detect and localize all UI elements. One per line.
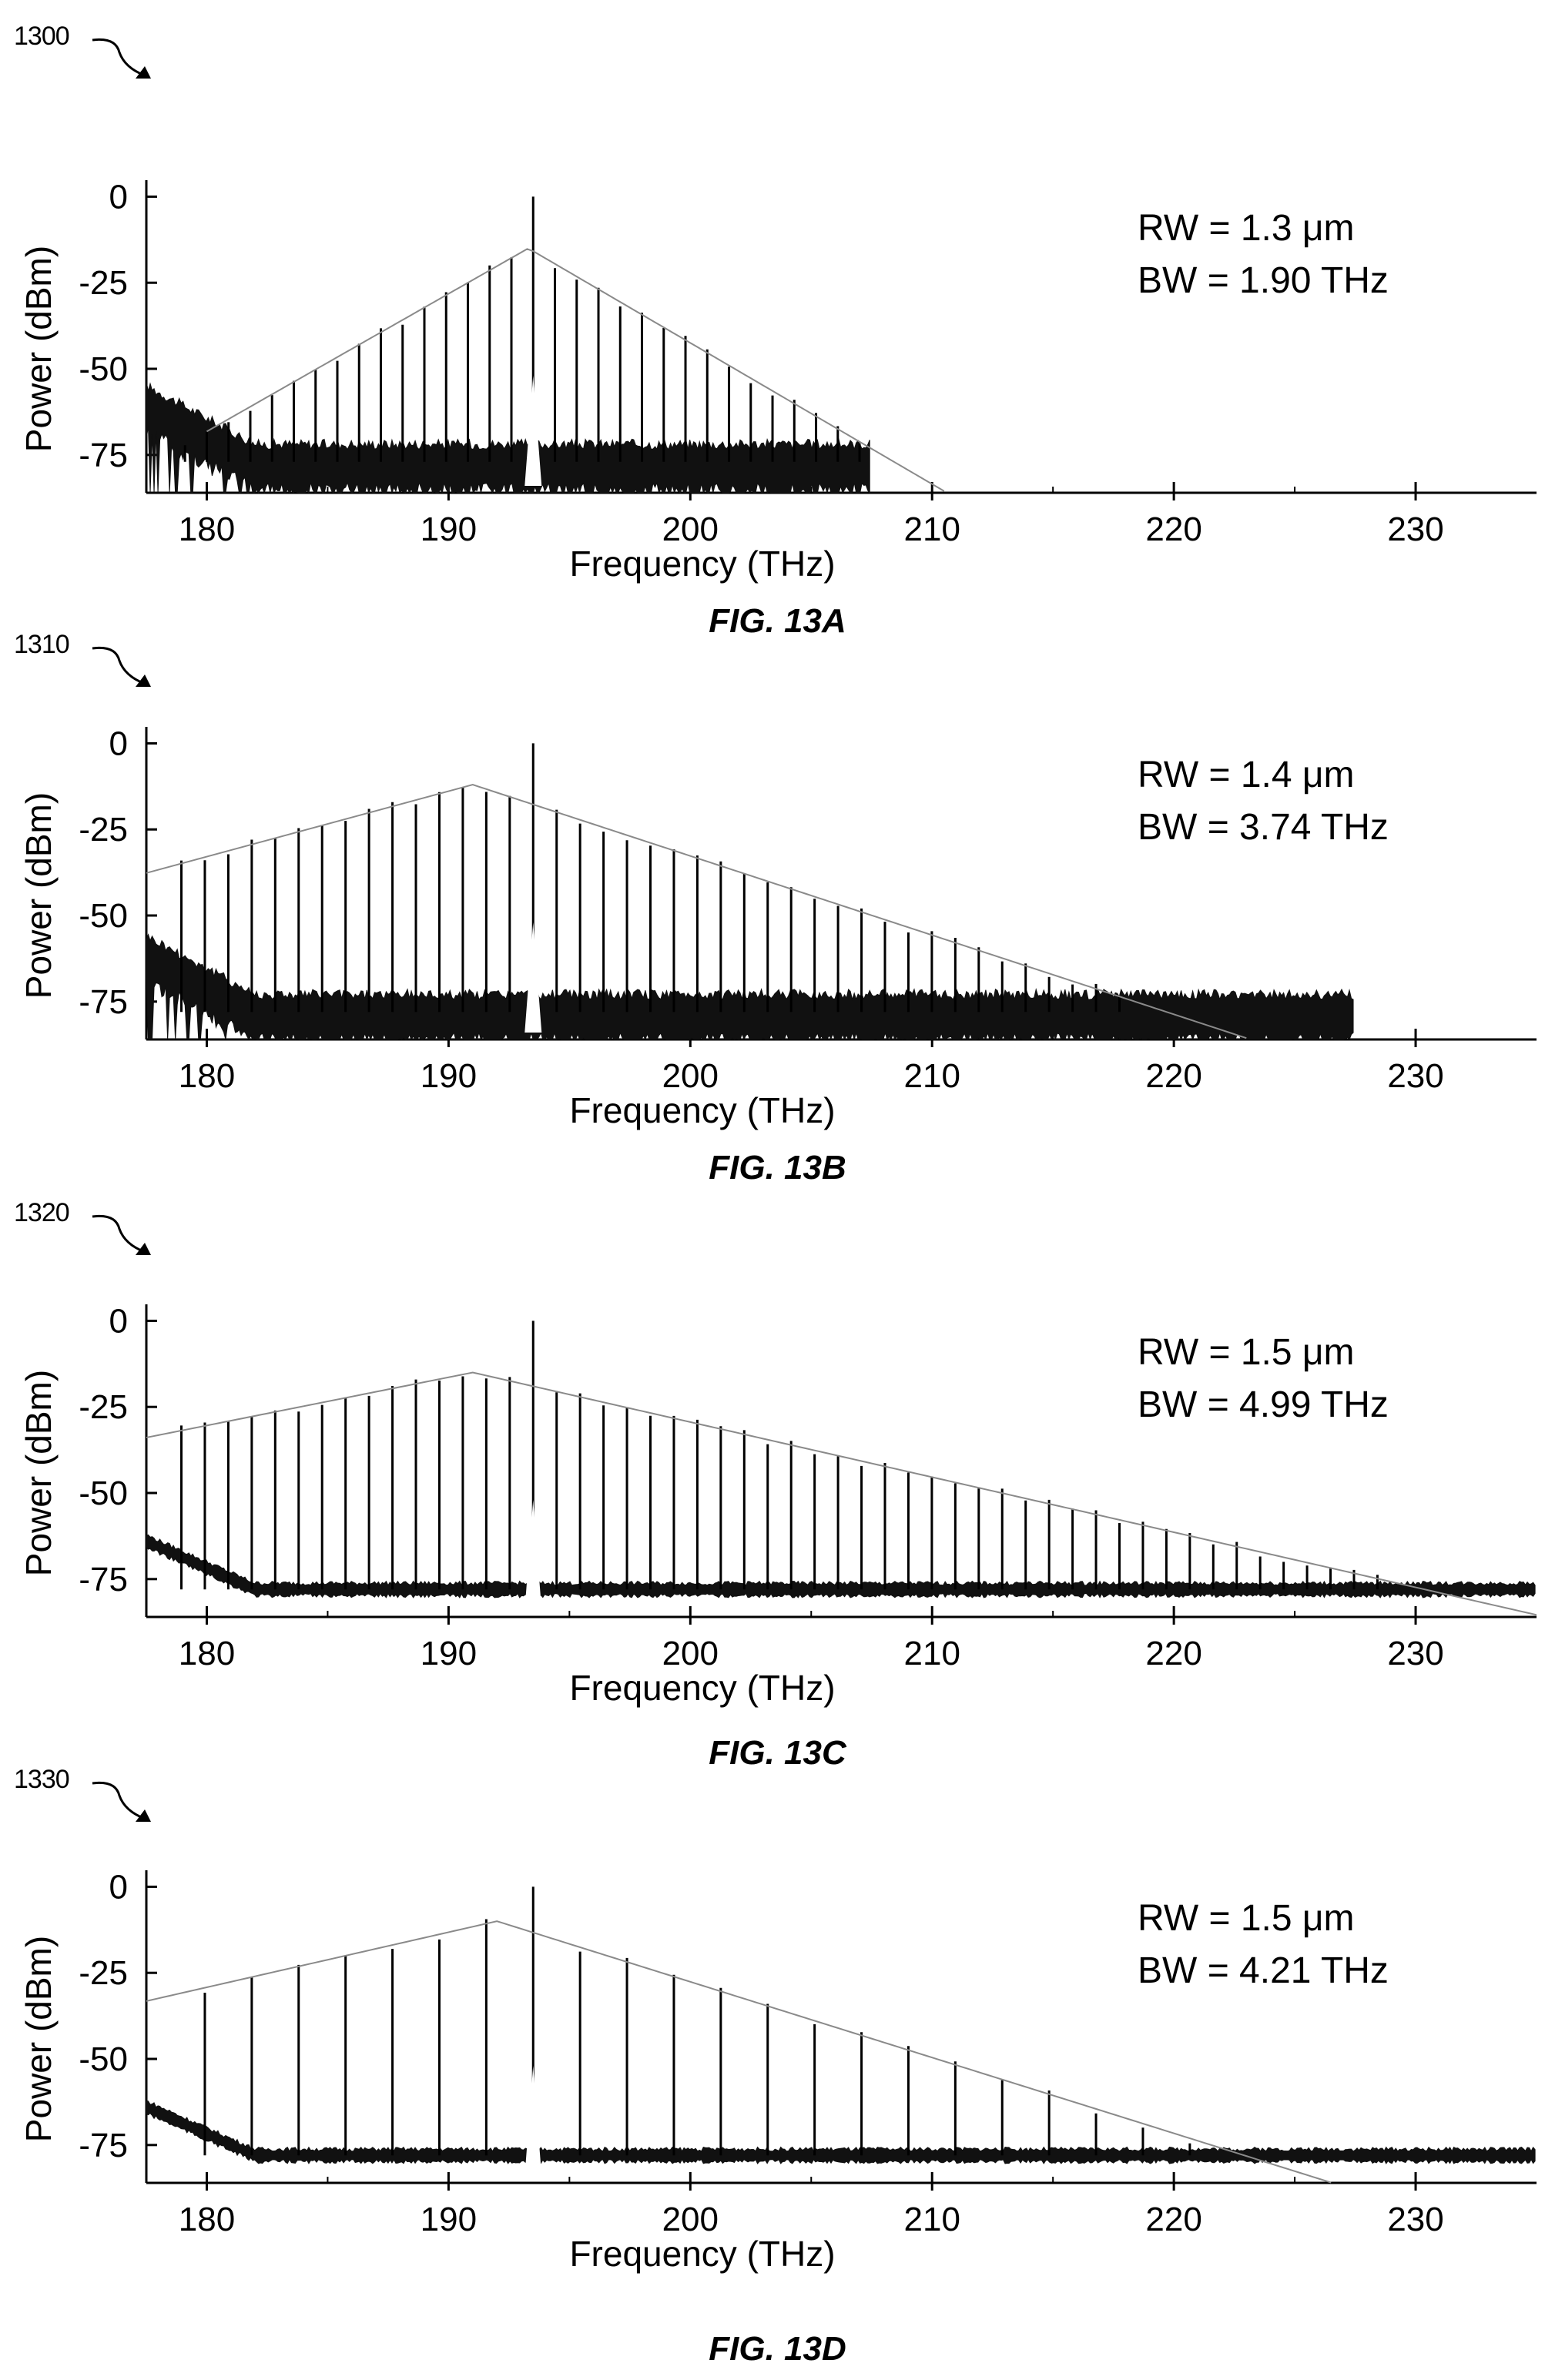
- x-axis-title: Frequency (THz): [569, 2234, 835, 2274]
- y-tick-label: 0: [109, 1302, 128, 1340]
- envelope-fit-curve: [146, 1371, 1537, 1616]
- comb-lines: [180, 787, 1121, 1013]
- x-tick-label: 230: [1387, 1057, 1443, 1095]
- chart-panel: 0 -25 -50 -75 180 190 200 210 220 230 Frequency (T…: [0, 1294, 1555, 1771]
- ridge-width-annotation: RW = 1.3 μm: [1138, 208, 1355, 249]
- y-tick-label: -50: [79, 1475, 128, 1512]
- x-tick-label: 200: [662, 1057, 719, 1095]
- x-tick-label: 220: [1145, 510, 1201, 548]
- chart-panel: 0 -25 -50 -75 180 190 200 210 220 230 Frequency (T…: [0, 716, 1555, 1193]
- x-tick-label: 200: [662, 1635, 719, 1672]
- x-tick-label: 230: [1387, 2201, 1443, 2238]
- figure-ref-number: 1300: [14, 22, 70, 51]
- x-tick-label: 210: [904, 1057, 960, 1095]
- spectrum-chart: 0 -25 -50 -75 180 190 200 210 220 230 Frequency (T…: [18, 178, 1537, 584]
- y-tick-label: -75: [79, 983, 128, 1021]
- figure-caption: FIG. 13D: [709, 2330, 846, 2368]
- leader-arrow-icon: [92, 1781, 151, 1822]
- x-axis-title: Frequency (THz): [569, 1090, 835, 1130]
- spectrum-chart: 0 -25 -50 -75 180 190 200 210 220 230 Frequency (T…: [18, 725, 1537, 1130]
- figure-caption: FIG. 13B: [709, 1149, 846, 1187]
- noise-band: [146, 933, 1354, 1041]
- x-tick-label: 180: [179, 2201, 235, 2238]
- pump-notch: [524, 375, 542, 487]
- figure-ref-number: 1330: [14, 1765, 70, 1794]
- x-tick-label: 190: [421, 2201, 477, 2238]
- noise-floor-trace: [146, 2100, 1536, 2164]
- x-tick-label: 200: [662, 510, 719, 548]
- y-tick-label: -75: [79, 437, 128, 474]
- y-tick-label: -25: [79, 811, 128, 849]
- x-axis-title: Frequency (THz): [569, 1668, 835, 1708]
- noise-band: [146, 2100, 1536, 2164]
- x-tick-label: 220: [1145, 1057, 1201, 1095]
- leader-arrow-icon: [92, 1214, 151, 1255]
- y-tick-label: -25: [79, 1954, 128, 1992]
- figure-ref-number: 1310: [14, 630, 70, 659]
- chart-panel: 0 -25 -50 -75 180 190 200 210 220 230 Frequency (T…: [0, 1859, 1555, 2337]
- y-axis-title: Power (dBm): [18, 246, 59, 452]
- envelope-fit-curve: [206, 248, 945, 492]
- y-tick-label: -75: [79, 2127, 128, 2164]
- pump-notch: [524, 922, 542, 1033]
- y-tick-label: -50: [79, 350, 128, 388]
- x-tick-label: 190: [421, 510, 477, 548]
- figure-caption: FIG. 13C: [709, 1734, 846, 1772]
- pump-notch: [524, 2065, 542, 2177]
- envelope-fit-curve: [146, 1920, 1332, 2184]
- pump-notch: [524, 1499, 542, 1611]
- x-tick-label: 220: [1145, 2201, 1201, 2238]
- noise-band: [146, 1534, 1536, 1598]
- spectrum-chart: 0 -25 -50 -75 180 190 200 210 220 230 Frequency (T…: [18, 1302, 1537, 1708]
- noise-floor-trace: [146, 1534, 1536, 1598]
- x-tick-label: 180: [179, 510, 235, 548]
- figure-caption: FIG. 13A: [709, 602, 846, 640]
- bandwidth-annotation: BW = 4.99 THz: [1138, 1384, 1389, 1425]
- noise-floor-trace: [146, 933, 1354, 1041]
- x-tick-label: 210: [904, 2201, 960, 2238]
- x-tick-label: 210: [904, 1635, 960, 1672]
- x-tick-label: 180: [179, 1635, 235, 1672]
- y-axis-title: Power (dBm): [18, 1936, 59, 2142]
- x-tick-label: 200: [662, 2201, 719, 2238]
- ridge-width-annotation: RW = 1.4 μm: [1138, 755, 1355, 795]
- figure-ref-number: 1320: [14, 1198, 70, 1227]
- noise-band: [146, 381, 870, 494]
- y-tick-label: 0: [109, 178, 128, 216]
- comb-lines: [203, 1919, 1191, 2156]
- x-axis-title: Frequency (THz): [569, 544, 835, 584]
- spectrum-chart: 0 -25 -50 -75 180 190 200 210 220 230 Frequency (T…: [18, 1868, 1537, 2274]
- y-axis-title: Power (dBm): [18, 792, 59, 999]
- y-tick-label: -25: [79, 264, 128, 302]
- bandwidth-annotation: BW = 1.90 THz: [1138, 260, 1389, 301]
- bandwidth-annotation: BW = 3.74 THz: [1138, 807, 1389, 848]
- x-tick-label: 220: [1145, 1635, 1201, 1672]
- noise-floor-trace: [146, 381, 870, 494]
- leader-arrow-icon: [92, 38, 151, 79]
- y-tick-label: 0: [109, 725, 128, 762]
- x-tick-label: 230: [1387, 1635, 1443, 1672]
- ridge-width-annotation: RW = 1.5 μm: [1138, 1332, 1355, 1373]
- leader-arrow-icon: [92, 646, 151, 687]
- y-tick-label: -50: [79, 897, 128, 935]
- bandwidth-annotation: BW = 4.21 THz: [1138, 1950, 1389, 1991]
- x-tick-label: 180: [179, 1057, 235, 1095]
- x-tick-label: 210: [904, 510, 960, 548]
- x-tick-label: 230: [1387, 510, 1443, 548]
- ridge-width-annotation: RW = 1.5 μm: [1138, 1898, 1355, 1939]
- y-tick-label: 0: [109, 1868, 128, 1906]
- x-tick-label: 190: [421, 1057, 477, 1095]
- comb-lines: [183, 257, 861, 462]
- y-tick-label: -75: [79, 1561, 128, 1598]
- x-tick-label: 190: [421, 1635, 477, 1672]
- chart-panel: 0 -25 -50 -75 180 190 200 210 220 230 Frequency (T…: [0, 169, 1555, 647]
- envelope-fit-curve: [146, 784, 1247, 1039]
- y-tick-label: -50: [79, 2040, 128, 2078]
- comb-lines: [180, 1376, 1379, 1590]
- y-tick-label: -25: [79, 1388, 128, 1426]
- y-axis-title: Power (dBm): [18, 1370, 59, 1576]
